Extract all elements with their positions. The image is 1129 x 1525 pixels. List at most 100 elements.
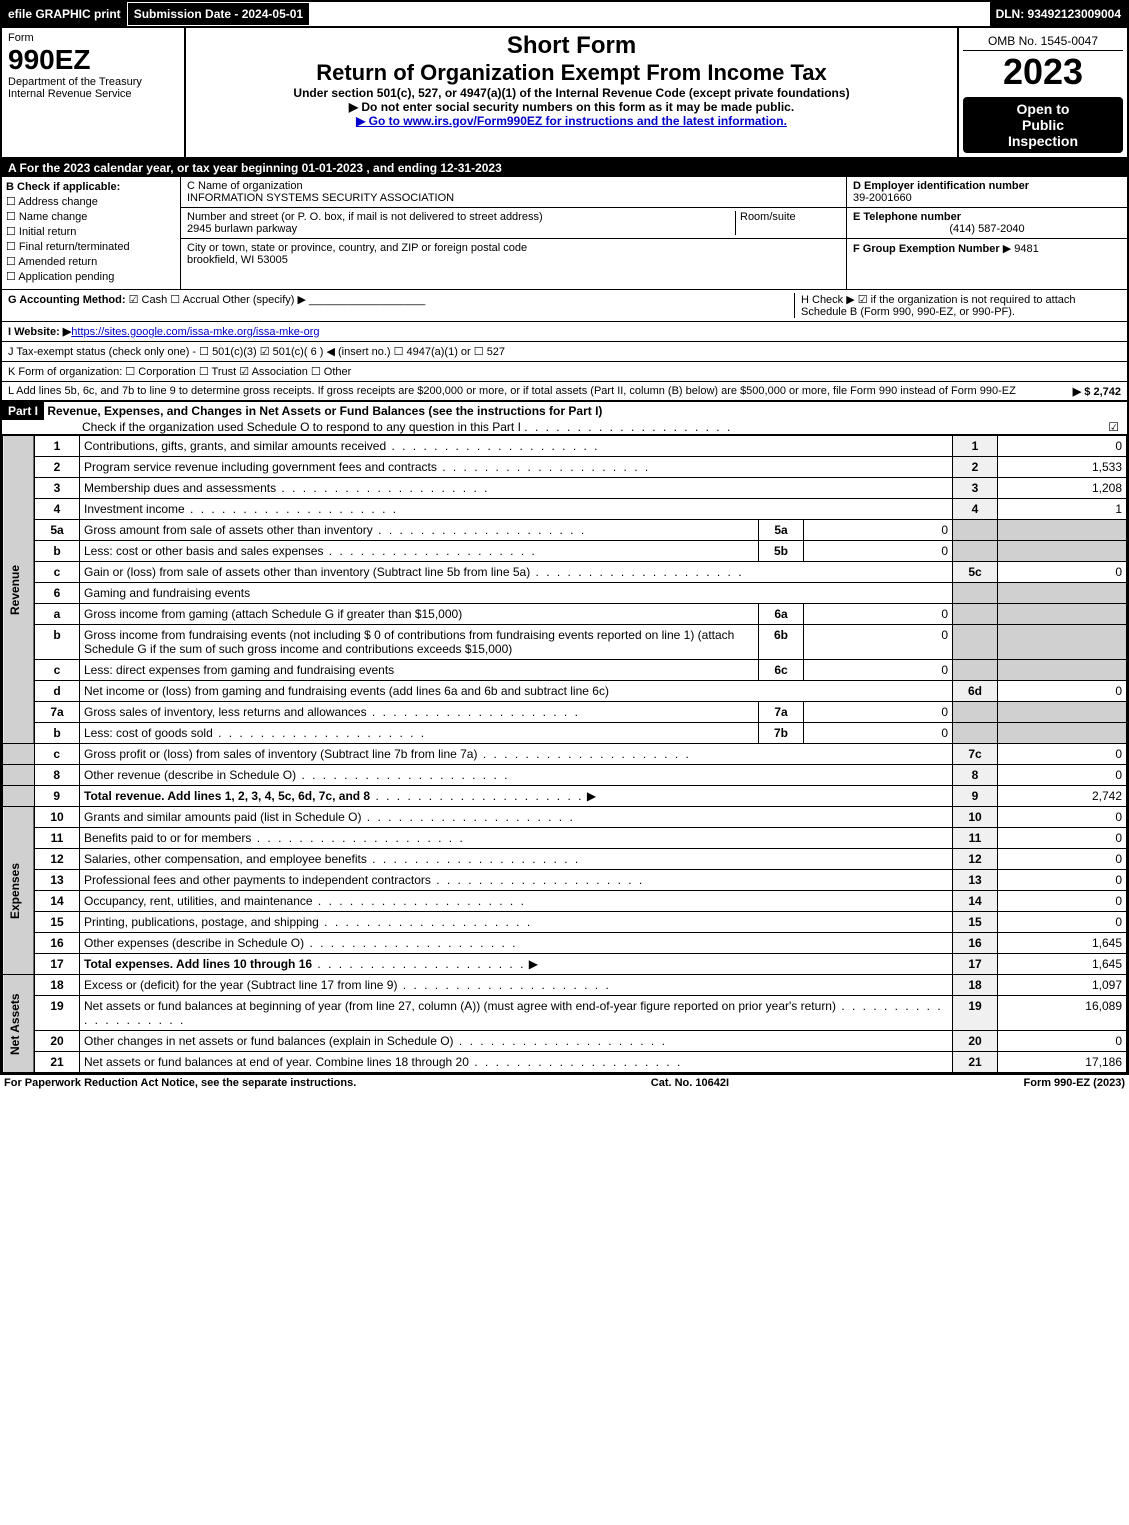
website-link[interactable]: https://sites.google.com/issa-mke.org/is… [71, 326, 319, 338]
form-goto-link[interactable]: ▶ Go to www.irs.gov/Form990EZ for instru… [356, 114, 787, 128]
line-2-val: 1,533 [998, 457, 1127, 478]
schedule-b-check: H Check ▶ ☑ if the organization is not r… [794, 293, 1121, 318]
form-subtitle: Under section 501(c), 527, or 4947(a)(1)… [192, 86, 951, 100]
line-1-val: 0 [998, 436, 1127, 457]
line-5a-sv: 0 [804, 520, 953, 541]
line-4-box: 4 [953, 499, 998, 520]
line-6b-sv: 0 [804, 625, 953, 660]
line-7b-sub: 7b [759, 723, 804, 744]
line-6b-num: b [34, 625, 80, 660]
side-net-assets: Net Assets [3, 975, 35, 1073]
city-value: brookfield, WI 53005 [187, 254, 288, 266]
line-11-box: 11 [953, 828, 998, 849]
phone-value: (414) 587-2040 [853, 223, 1121, 235]
line-5b-sv: 0 [804, 541, 953, 562]
sched-o-check-line: Check if the organization used Schedule … [2, 420, 732, 434]
city-label: City or town, state or province, country… [187, 242, 527, 254]
line-10-val: 0 [998, 807, 1127, 828]
page-footer: For Paperwork Reduction Act Notice, see … [0, 1075, 1129, 1091]
line-6b-desc: Gross income from fundraising events (no… [80, 625, 759, 660]
line-14-num: 14 [34, 891, 80, 912]
line-18-box: 18 [953, 975, 998, 996]
line-18-num: 18 [34, 975, 80, 996]
chk-initial-return[interactable]: Initial return [6, 225, 176, 238]
line-6c-sv: 0 [804, 660, 953, 681]
line-6a-desc: Gross income from gaming (attach Schedul… [80, 604, 759, 625]
footer-right: Form 990-EZ (2023) [1024, 1077, 1125, 1089]
line-13-val: 0 [998, 870, 1127, 891]
line-7b-sv: 0 [804, 723, 953, 744]
header-right: OMB No. 1545-0047 2023 Open to Public In… [959, 28, 1127, 157]
line-7b-num: b [34, 723, 80, 744]
line-7a-num: 7a [34, 702, 80, 723]
group-exempt-value: ▶ 9481 [1003, 243, 1039, 255]
line-15-val: 0 [998, 912, 1127, 933]
line-1-desc: Contributions, gifts, grants, and simila… [84, 439, 600, 453]
line-6-num: 6 [34, 583, 80, 604]
gross-receipts: L Add lines 5b, 6c, and 7b to line 9 to … [2, 382, 1127, 401]
header-center: Short Form Return of Organization Exempt… [186, 28, 959, 157]
col-c-org-info: C Name of organization INFORMATION SYSTE… [181, 177, 847, 289]
line-9-desc: Total revenue. Add lines 1, 2, 3, 4, 5c,… [84, 789, 370, 803]
line-14-val: 0 [998, 891, 1127, 912]
line-12-val: 0 [998, 849, 1127, 870]
line-9-box: 9 [953, 786, 998, 807]
sched-o-checkbox[interactable]: ☑ [1108, 420, 1127, 434]
line-11-desc: Benefits paid to or for members [84, 831, 465, 845]
line-3-box: 3 [953, 478, 998, 499]
line-3-desc: Membership dues and assessments [84, 481, 489, 495]
dept-label: Department of the Treasury [8, 76, 142, 88]
line-6c-sub: 6c [759, 660, 804, 681]
line-3-val: 1,208 [998, 478, 1127, 499]
line-3-num: 3 [34, 478, 80, 499]
line-5b-desc: Less: cost or other basis and sales expe… [84, 544, 537, 558]
line-4-desc: Investment income [84, 502, 398, 516]
ein-value: 39-2001660 [853, 192, 912, 204]
line-10-num: 10 [34, 807, 80, 828]
line-14-box: 14 [953, 891, 998, 912]
line-6d-num: d [34, 681, 80, 702]
line-20-val: 0 [998, 1031, 1127, 1052]
chk-name-change[interactable]: Name change [6, 210, 176, 223]
line-5c-box: 5c [953, 562, 998, 583]
line-9-num: 9 [34, 786, 80, 807]
chk-address-change[interactable]: Address change [6, 195, 176, 208]
line-12-num: 12 [34, 849, 80, 870]
chk-accrual[interactable]: Accrual [170, 294, 219, 306]
efile-print-button[interactable]: efile GRAPHIC print [2, 2, 127, 26]
room-label: Room/suite [740, 211, 796, 223]
line-7c-box: 7c [953, 744, 998, 765]
line-19-val: 16,089 [998, 996, 1127, 1031]
accounting-method: G Accounting Method: Cash Accrual Other … [8, 293, 794, 318]
line-16-val: 1,645 [998, 933, 1127, 954]
line-1-box: 1 [953, 436, 998, 457]
line-13-desc: Professional fees and other payments to … [84, 873, 644, 887]
line-5a-desc: Gross amount from sale of assets other t… [84, 523, 586, 537]
line-12-desc: Salaries, other compensation, and employ… [84, 852, 580, 866]
line-13-box: 13 [953, 870, 998, 891]
line-6a-sub: 6a [759, 604, 804, 625]
line-17-val: 1,645 [998, 954, 1127, 975]
org-name-value: INFORMATION SYSTEMS SECURITY ASSOCIATION [187, 192, 454, 204]
line-2-num: 2 [34, 457, 80, 478]
line-12-box: 12 [953, 849, 998, 870]
line-10-desc: Grants and similar amounts paid (list in… [84, 810, 575, 824]
chk-amended-return[interactable]: Amended return [6, 255, 176, 268]
line-16-desc: Other expenses (describe in Schedule O) [84, 936, 517, 950]
street-label: Number and street (or P. O. box, if mail… [187, 211, 543, 223]
line-5c-val: 0 [998, 562, 1127, 583]
line-1-num: 1 [34, 436, 80, 457]
line-17-desc: Total expenses. Add lines 10 through 16 [84, 957, 312, 971]
line-9-val: 2,742 [998, 786, 1127, 807]
line-19-box: 19 [953, 996, 998, 1031]
line-21-num: 21 [34, 1052, 80, 1073]
chk-app-pending[interactable]: Application pending [6, 270, 176, 283]
line-17-box: 17 [953, 954, 998, 975]
chk-cash[interactable]: Cash [129, 294, 168, 306]
form-word: Form [8, 32, 34, 44]
line-7a-sub: 7a [759, 702, 804, 723]
line-7c-desc: Gross profit or (loss) from sales of inv… [84, 747, 691, 761]
chk-final-return[interactable]: Final return/terminated [6, 240, 176, 253]
omb-label: OMB No. 1545-0047 [963, 32, 1123, 51]
side-revenue: Revenue [3, 436, 35, 744]
